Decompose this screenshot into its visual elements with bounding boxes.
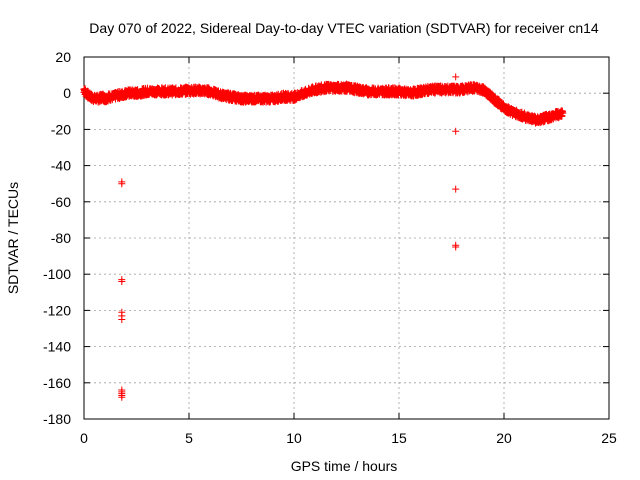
y-axis-label: SDTVAR / TECUs <box>5 182 21 294</box>
y-tick-label: -40 <box>51 158 71 174</box>
y-tick-label: 0 <box>63 85 71 101</box>
outlier-point <box>118 315 126 323</box>
x-tick-label: 20 <box>496 430 512 446</box>
y-tick-label: -100 <box>43 266 71 282</box>
x-tick-label: 25 <box>601 430 617 446</box>
outlier-point <box>452 185 460 193</box>
data-point <box>559 109 567 117</box>
data-point <box>558 108 566 116</box>
y-tick-label: -60 <box>51 194 71 210</box>
y-tick-label: -160 <box>43 375 71 391</box>
outlier-point <box>118 180 126 188</box>
x-tick-label: 0 <box>80 430 88 446</box>
outlier-point <box>452 73 460 81</box>
outlier-point <box>452 127 460 135</box>
x-tick-label: 10 <box>286 430 302 446</box>
outlier-point <box>118 277 126 285</box>
x-tick-label: 15 <box>391 430 407 446</box>
y-tick-label: 20 <box>55 49 71 65</box>
x-axis-label: GPS time / hours <box>291 458 398 474</box>
chart-title: Day 070 of 2022, Sidereal Day-to-day VTE… <box>89 20 599 36</box>
y-tick-label: -180 <box>43 411 71 427</box>
x-axis: 0 5 10 15 20 25 <box>80 57 617 446</box>
y-tick-label: -140 <box>43 339 71 355</box>
x-tick-label: 5 <box>185 430 193 446</box>
grid <box>84 57 609 419</box>
y-tick-label: -20 <box>51 121 71 137</box>
outlier-point <box>452 243 460 251</box>
y-tick-label: -80 <box>51 230 71 246</box>
outlier-point <box>118 393 126 401</box>
y-axis: -180 -160 -140 -120 -100 -80 -60 -40 -20 0 20 <box>43 49 609 427</box>
y-tick-label: -120 <box>43 302 71 318</box>
data-points <box>80 73 567 401</box>
